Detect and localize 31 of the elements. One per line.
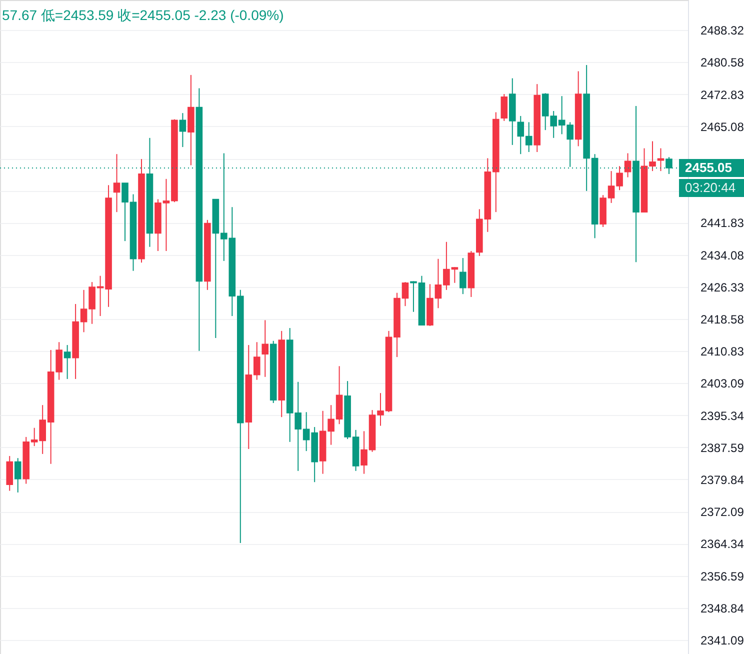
y-tick-label: 2348.84 (700, 601, 744, 616)
candlestick (6, 456, 14, 492)
y-tick-label: 2395.34 (700, 408, 744, 423)
y-tick-label: 2488.32 (700, 24, 744, 38)
candlestick (460, 258, 466, 295)
y-tick-label: 2364.34 (700, 537, 744, 552)
y-tick-label: 2434.08 (700, 248, 744, 262)
candlestick (179, 112, 186, 148)
candlestick (113, 154, 120, 213)
y-tick-label: 2372.09 (700, 505, 744, 520)
ref-line-label: 2455.05 (685, 160, 732, 175)
y-tick-label: 2341.09 (700, 633, 744, 648)
y-tick-label: 2480.58 (700, 56, 744, 70)
y-tick-label: 2441.83 (700, 216, 744, 230)
text: 03:20:44 (685, 180, 736, 195)
y-tick-label: 2418.58 (700, 312, 744, 327)
annotation: 57.67 低=2453.59 收=2455.05 -2.23 (-0.09%) (2, 7, 284, 23)
y-tick-label: 2426.33 (700, 280, 744, 294)
candlestick (64, 344, 71, 380)
y-tick-label: 2403.09 (700, 376, 744, 391)
y-tick-label: 2356.59 (700, 569, 744, 584)
y-tick-label: 2472.83 (700, 88, 744, 102)
y-tick-label: 2465.08 (700, 120, 744, 134)
candlestick (14, 458, 22, 493)
candlestick (657, 148, 664, 172)
y-tick-label: 2410.83 (700, 344, 744, 359)
y-tick-label: 2379.84 (700, 472, 744, 487)
y-tick-label: 2387.59 (700, 440, 744, 455)
candlestick (624, 152, 632, 178)
candlestick (262, 320, 269, 378)
candlestick (500, 94, 508, 122)
